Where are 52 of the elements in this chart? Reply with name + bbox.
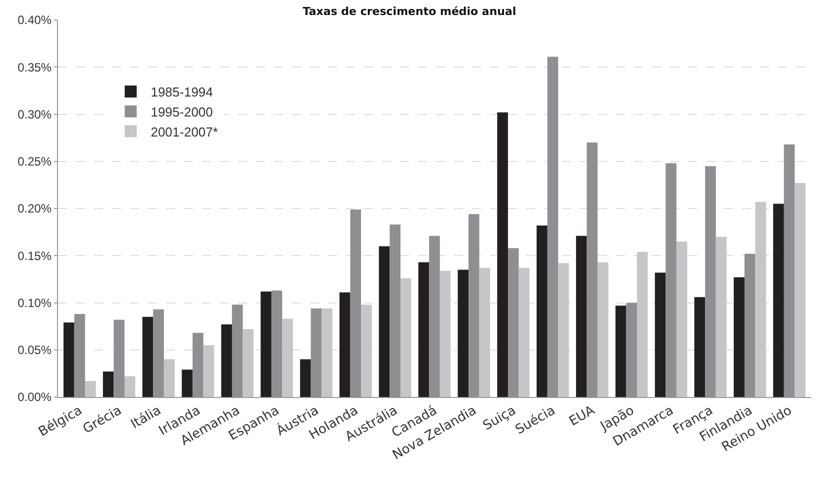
y-tick-label: 0.25% bbox=[18, 154, 52, 169]
bar bbox=[734, 277, 744, 397]
bar bbox=[378, 246, 390, 397]
bar bbox=[242, 329, 254, 397]
bar bbox=[142, 316, 154, 397]
bar bbox=[221, 324, 232, 397]
bar bbox=[182, 370, 193, 397]
bar bbox=[676, 241, 688, 397]
bar bbox=[339, 292, 350, 397]
legend-label: 2001-2007* bbox=[150, 124, 218, 140]
bar bbox=[755, 202, 766, 397]
y-tick-label: 0.30% bbox=[18, 107, 52, 122]
bar bbox=[637, 252, 648, 397]
bar bbox=[694, 297, 706, 397]
bar bbox=[260, 291, 272, 397]
bar bbox=[322, 308, 332, 397]
bar bbox=[479, 268, 490, 397]
bar bbox=[716, 236, 727, 397]
bar bbox=[164, 359, 175, 397]
y-tick-label: 0.35% bbox=[18, 60, 52, 74]
bar bbox=[300, 359, 311, 397]
bar bbox=[558, 263, 569, 397]
bar bbox=[536, 225, 548, 397]
bar bbox=[124, 376, 136, 397]
bar bbox=[203, 345, 214, 397]
bar bbox=[400, 278, 412, 397]
bar bbox=[361, 304, 372, 397]
y-tick-label: 0.40% bbox=[18, 13, 52, 28]
bar bbox=[282, 318, 293, 397]
bar bbox=[458, 270, 469, 397]
bar bbox=[497, 112, 508, 397]
x-tick-label: EUA bbox=[566, 403, 598, 430]
bar bbox=[418, 262, 430, 397]
bar bbox=[102, 372, 114, 397]
y-tick-label: 0.15% bbox=[18, 248, 52, 263]
legend-label: 1995-2000 bbox=[150, 104, 213, 120]
chart-title: Taxas de crescimento médio anual bbox=[302, 5, 516, 18]
bar bbox=[85, 380, 96, 397]
bar bbox=[518, 268, 530, 397]
bar bbox=[773, 204, 784, 397]
bar bbox=[64, 322, 74, 397]
bar bbox=[576, 236, 587, 397]
y-tick-label: 0.10% bbox=[18, 296, 52, 310]
y-tick-label: 0.05% bbox=[18, 343, 52, 358]
bar bbox=[615, 306, 626, 397]
legend-label: 1985-1994 bbox=[150, 84, 213, 100]
bar bbox=[794, 183, 806, 397]
bar bbox=[440, 270, 451, 397]
y-tick-label: 0.20% bbox=[18, 202, 52, 216]
bar bbox=[654, 272, 666, 397]
bar bbox=[598, 262, 608, 397]
y-tick-label: 0.00% bbox=[18, 390, 52, 404]
